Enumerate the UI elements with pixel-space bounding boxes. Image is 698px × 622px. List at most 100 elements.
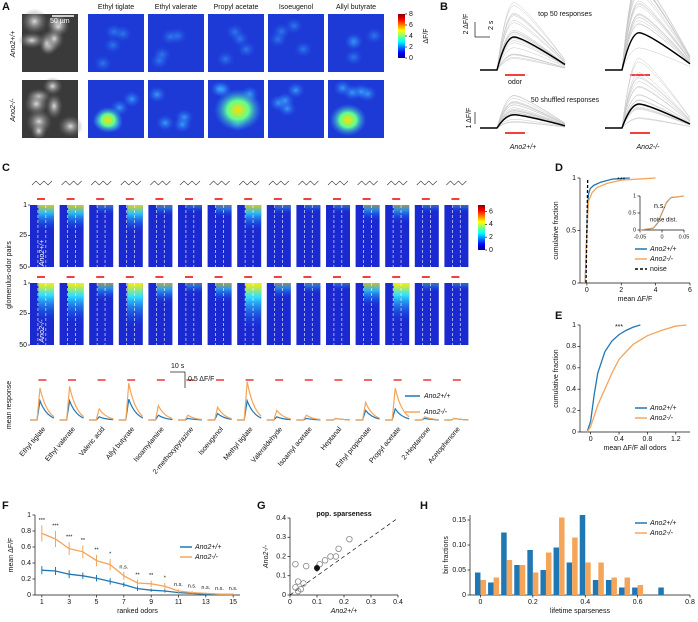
heatmap-response	[156, 205, 173, 217]
column-header: Ethyl tiglate	[98, 4, 134, 11]
molecule	[327, 180, 349, 186]
heatmap-response	[97, 205, 114, 215]
significance: n.s.	[174, 582, 183, 588]
y-tick-label: 50	[19, 342, 27, 349]
molecule	[120, 180, 142, 186]
x-tick-label: 0.05	[679, 234, 690, 240]
cdf-line	[585, 177, 589, 284]
bar	[480, 580, 486, 595]
bar	[488, 582, 494, 595]
y-tick-label: 0.6	[21, 544, 31, 551]
point	[332, 553, 340, 560]
odor-name: Valeraldehyde	[250, 426, 284, 464]
y-axis-label: cumulative fraction	[553, 201, 560, 259]
y-tick-label: 0.4	[21, 560, 31, 567]
significance: ***	[52, 523, 59, 529]
column-header: Allyl butyrate	[336, 4, 376, 11]
bar	[624, 577, 631, 595]
bar	[559, 517, 565, 595]
bar	[572, 537, 578, 595]
mean-trace	[89, 407, 114, 421]
scale-label: 1 ΔF/F	[466, 108, 473, 129]
x-tick-label: 0	[288, 599, 292, 606]
bar	[592, 580, 599, 595]
bar	[545, 552, 552, 595]
significance: n.s.	[119, 564, 128, 570]
heatmap-response	[245, 283, 262, 331]
trace	[605, 20, 691, 71]
trace	[605, 0, 691, 71]
bar	[540, 570, 546, 595]
y-tick-label: 1	[23, 202, 27, 209]
significance: n.s.	[188, 583, 197, 589]
point	[300, 580, 307, 587]
legend-label: Ano2-/-	[194, 554, 219, 561]
genotype-label: Ano2-/-	[636, 144, 661, 151]
point	[335, 545, 342, 552]
panel-label: E	[555, 310, 562, 322]
hot-glomerulus	[93, 106, 123, 134]
scale-label: 0.5 ΔF/F	[188, 376, 214, 383]
bar	[519, 565, 526, 595]
point	[294, 578, 302, 585]
odor-label: odor	[508, 79, 523, 86]
cell-blob	[18, 32, 46, 49]
heatmap-response	[127, 205, 143, 234]
x-tick-label: 0	[589, 436, 593, 443]
glomerulus	[344, 49, 363, 66]
glomerulus	[237, 41, 256, 58]
y-tick-label: 1	[27, 512, 31, 519]
y-tick-label: 0	[572, 280, 576, 287]
y-tick-label: 0.8	[21, 528, 31, 535]
cell-blob	[46, 16, 70, 37]
b-title: 50 shuffled responses	[531, 97, 600, 104]
bar	[611, 577, 617, 595]
heatmap-response	[423, 283, 439, 293]
heatmap	[326, 283, 350, 345]
scale-label: 10 s	[171, 363, 185, 370]
heatmap	[89, 205, 114, 267]
legend-label: Ano2+/+	[649, 246, 676, 253]
y-tick-label: 0	[462, 592, 466, 599]
mean-label: mean response	[6, 381, 13, 429]
bar	[619, 587, 625, 595]
heatmap-response	[452, 205, 469, 213]
cell-blob	[20, 8, 49, 35]
x-tick-label: 0.2	[528, 599, 538, 606]
bar	[637, 585, 644, 595]
cell-blob	[24, 92, 49, 116]
y-tick-label: 1	[23, 280, 27, 287]
y-tick-label: 25	[19, 310, 27, 317]
colorbar-tick-label: 4	[409, 33, 413, 40]
x-tick-label: 0.4	[393, 599, 403, 606]
scale-label: 2 ΔF/F	[463, 14, 470, 35]
heatmap-response	[452, 283, 469, 291]
mean-trace	[89, 416, 114, 421]
colorbar	[478, 205, 485, 250]
odor-name: Ethyl tiglate	[19, 426, 48, 458]
x-axis-label: mean ΔF/F	[618, 296, 653, 303]
trace	[605, 81, 691, 129]
trace	[605, 23, 691, 71]
significance: *	[164, 575, 167, 581]
bar	[566, 562, 573, 595]
point	[303, 562, 310, 570]
trace	[605, 77, 691, 129]
y-tick-label: 1	[572, 322, 576, 329]
bar	[632, 587, 638, 595]
y-tick-label: 0.2	[21, 576, 31, 583]
bar	[501, 532, 507, 595]
y-tick-label: 0.1	[276, 573, 286, 580]
trace	[480, 5, 566, 71]
trace	[605, 13, 691, 71]
trace	[480, 121, 566, 129]
trace	[605, 0, 691, 71]
row-label: Ano2-/-	[10, 98, 17, 123]
heatmap	[414, 205, 439, 267]
trace	[480, 47, 566, 71]
mean-trace	[207, 412, 232, 421]
y-tick-label: 0.4	[276, 515, 286, 522]
cdf-line	[584, 177, 656, 284]
colorbar-tick-label: 6	[489, 208, 493, 215]
trace	[605, 0, 691, 71]
